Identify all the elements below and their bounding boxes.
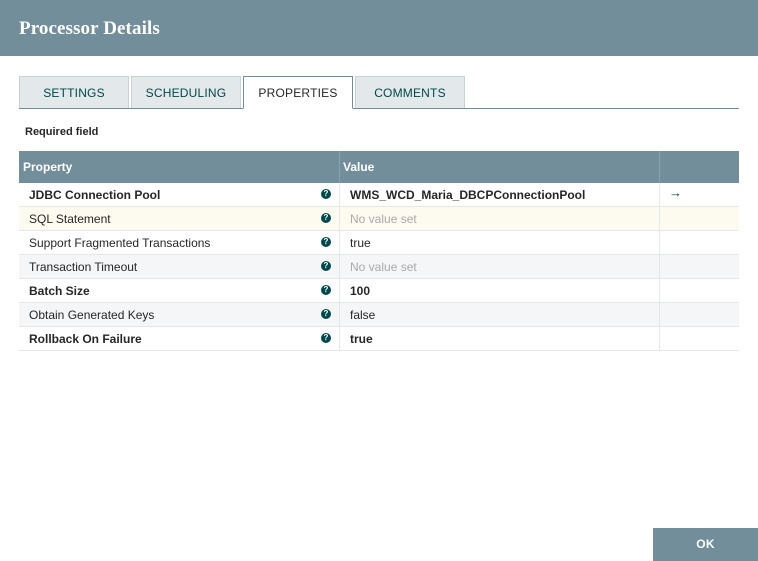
column-header-property[interactable]: Property: [23, 160, 73, 174]
cell-divider: [339, 279, 340, 303]
tab-settings[interactable]: SETTINGS: [19, 76, 129, 108]
help-icon[interactable]: ?: [321, 237, 331, 247]
property-row-batch-size[interactable]: Batch Size ? 100: [19, 279, 739, 303]
cell-divider: [659, 183, 660, 207]
cell-divider: [659, 255, 660, 279]
cell-divider: [339, 327, 340, 351]
help-icon[interactable]: ?: [321, 285, 331, 295]
help-icon[interactable]: ?: [321, 309, 331, 319]
property-row-obtain-generated-keys[interactable]: Obtain Generated Keys ? false: [19, 303, 739, 327]
property-row-sql-statement[interactable]: SQL Statement ? No value set: [19, 207, 739, 231]
cell-divider: [659, 303, 660, 327]
property-name: Rollback On Failure: [29, 332, 142, 346]
help-icon[interactable]: ?: [321, 333, 331, 343]
property-value[interactable]: true: [350, 332, 373, 346]
property-value[interactable]: WMS_WCD_Maria_DBCPConnectionPool: [350, 188, 586, 202]
property-value[interactable]: true: [350, 236, 371, 250]
property-row-rollback-on-failure[interactable]: Rollback On Failure ? true: [19, 327, 739, 351]
cell-divider: [659, 327, 660, 351]
cell-divider: [659, 231, 660, 255]
required-field-label: Required field: [25, 126, 99, 138]
properties-table: Property Value JDBC Connection Pool ? WM…: [19, 151, 739, 351]
property-row-transaction-timeout[interactable]: Transaction Timeout ? No value set: [19, 255, 739, 279]
tab-bar: SETTINGS SCHEDULING PROPERTIES COMMENTS: [19, 76, 739, 109]
cell-divider: [339, 207, 340, 231]
property-name: Transaction Timeout: [29, 260, 138, 274]
cell-divider: [339, 255, 340, 279]
property-value[interactable]: 100: [350, 284, 371, 298]
table-header: Property Value: [19, 151, 739, 183]
property-name: JDBC Connection Pool: [29, 188, 161, 202]
column-header-value[interactable]: Value: [343, 160, 375, 174]
cell-divider: [339, 183, 340, 207]
property-name: Obtain Generated Keys: [29, 308, 155, 322]
property-value[interactable]: false: [350, 308, 376, 322]
cell-divider: [659, 207, 660, 231]
column-divider: [339, 151, 340, 183]
property-row-jdbc-connection-pool[interactable]: JDBC Connection Pool ? WMS_WCD_Maria_DBC…: [19, 183, 739, 207]
property-value[interactable]: No value set: [350, 212, 417, 226]
property-value[interactable]: No value set: [350, 260, 417, 274]
property-row-support-fragmented-transactions[interactable]: Support Fragmented Transactions ? true: [19, 231, 739, 255]
tab-properties[interactable]: PROPERTIES: [243, 76, 353, 109]
tab-comments[interactable]: COMMENTS: [355, 76, 465, 108]
property-name: SQL Statement: [29, 212, 111, 226]
ok-button[interactable]: OK: [653, 528, 758, 561]
column-divider: [659, 151, 660, 183]
dialog-header: Processor Details: [0, 0, 758, 56]
property-name: Support Fragmented Transactions: [29, 236, 211, 250]
dialog-title: Processor Details: [19, 18, 160, 39]
cell-divider: [339, 303, 340, 327]
cell-divider: [659, 279, 660, 303]
help-icon[interactable]: ?: [321, 261, 331, 271]
tab-scheduling[interactable]: SCHEDULING: [131, 76, 241, 108]
property-name: Batch Size: [29, 284, 90, 298]
cell-divider: [339, 231, 340, 255]
help-icon[interactable]: ?: [321, 189, 331, 199]
go-to-arrow-icon[interactable]: →: [669, 185, 682, 200]
help-icon[interactable]: ?: [321, 213, 331, 223]
